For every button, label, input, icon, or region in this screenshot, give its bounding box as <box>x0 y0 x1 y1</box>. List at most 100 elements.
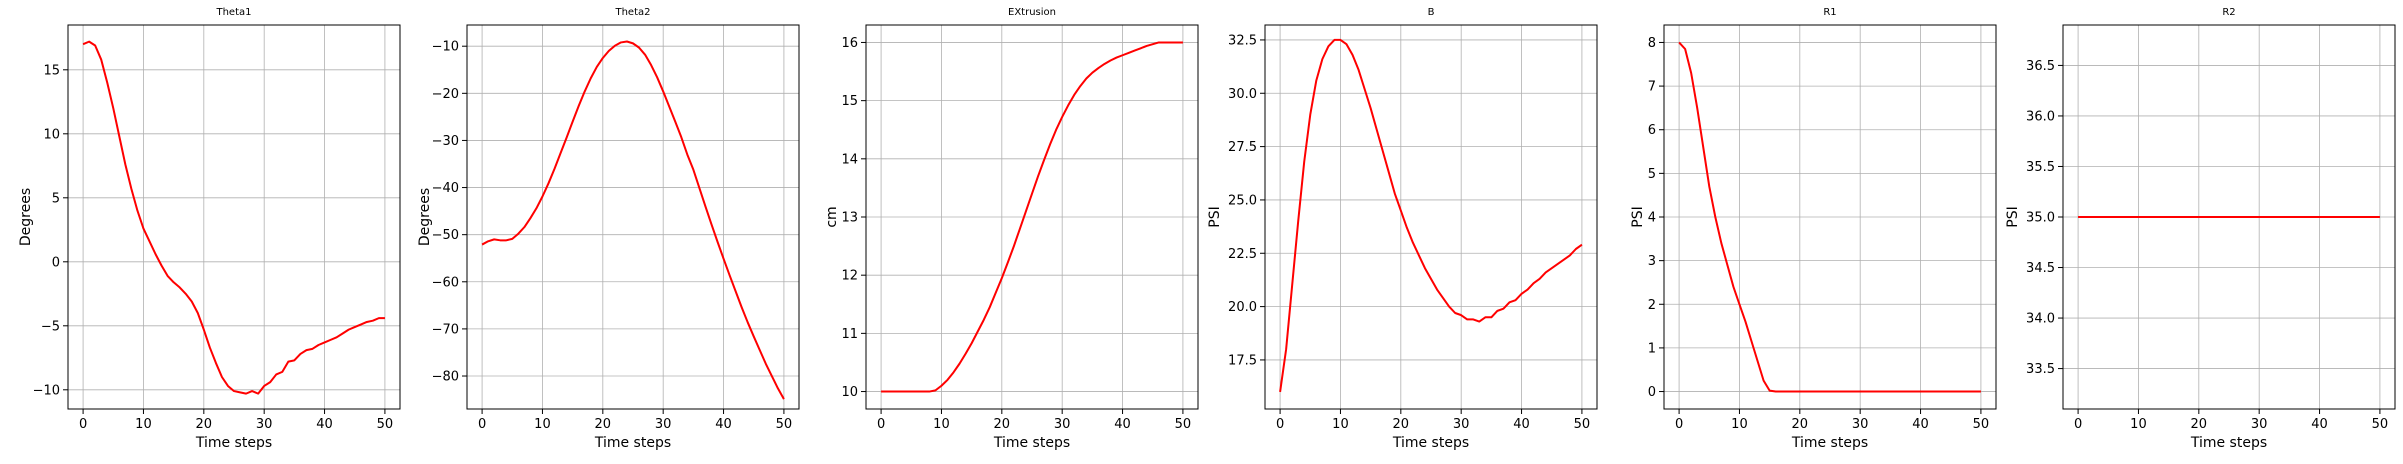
x-axis-label: Time steps <box>2190 435 2267 451</box>
panel-5: 0 10 20 30 40 50 0 1 2 3 4 5 6 7 8 R1 Time steps PSI <box>1630 7 1997 451</box>
y-tick-label: 16 <box>841 36 858 51</box>
y-tick-label: 14 <box>841 152 858 167</box>
y-tick-label: −70 <box>432 322 459 337</box>
y-tick-label: 17.5 <box>1228 353 1257 368</box>
y-axis-label: Degrees <box>18 188 34 246</box>
x-tick-label: 40 <box>1513 417 1530 432</box>
x-tick-label: 20 <box>196 417 213 432</box>
x-tick-label: 20 <box>2191 417 2208 432</box>
x-axis-label: Time steps <box>993 435 1070 451</box>
y-tick-label: −10 <box>432 40 459 55</box>
y-tick-label: 0 <box>1648 385 1656 400</box>
y-tick-label: −10 <box>33 383 60 398</box>
y-tick-label: 36.5 <box>2026 59 2055 74</box>
x-tick-label: 30 <box>1054 417 1071 432</box>
x-tick-label: 20 <box>994 417 1011 432</box>
x-tick-label: 20 <box>1393 417 1410 432</box>
series-line <box>1279 38 1583 393</box>
x-tick-label: 30 <box>655 417 672 432</box>
x-tick-label: 30 <box>1852 417 1869 432</box>
x-tick-label: 40 <box>1114 417 1131 432</box>
y-tick-label: 34.0 <box>2026 312 2055 327</box>
x-tick-label: 30 <box>1453 417 1470 432</box>
y-axis-label: PSI <box>1207 206 1223 227</box>
x-tick-label: 40 <box>1912 417 1929 432</box>
y-tick-label: 30.0 <box>1228 87 1257 102</box>
x-tick-label: 20 <box>595 417 612 432</box>
x-tick-label: 0 <box>1276 417 1284 432</box>
panel-3: 0 10 20 30 40 50 10 11 12 13 14 15 16 EXtrusion Time s… <box>824 7 1199 451</box>
x-axis-label: Time steps <box>195 435 272 451</box>
x-tick-label: 30 <box>256 417 273 432</box>
y-axis-label: Degrees <box>417 188 433 246</box>
x-tick-label: 10 <box>2130 417 2147 432</box>
panel-6: 0 10 20 30 40 50 33.5 34.0 34.5 35.0 35.5 36.0 36.5 R… <box>2005 7 2396 451</box>
x-tick-label: 50 <box>2372 417 2389 432</box>
y-tick-label: 35.5 <box>2026 160 2055 175</box>
x-tick-label: 10 <box>1332 417 1349 432</box>
y-tick-label: 10 <box>43 127 60 142</box>
x-tick-label: 10 <box>1731 417 1748 432</box>
y-tick-label: −30 <box>432 134 459 149</box>
chart-title: EXtrusion <box>1008 7 1056 18</box>
y-axis-label: PSI <box>1630 206 1646 227</box>
y-tick-label: 25.0 <box>1228 193 1257 208</box>
chart-title: R1 <box>1823 7 1836 18</box>
x-axis-label: Time steps <box>1392 435 1469 451</box>
y-tick-label: 10 <box>841 385 858 400</box>
y-tick-label: 11 <box>841 327 858 342</box>
y-tick-label: 3 <box>1648 254 1656 269</box>
plot-frame <box>1264 24 1598 410</box>
x-tick-label: 50 <box>377 417 394 432</box>
x-tick-label: 0 <box>1675 417 1683 432</box>
y-tick-label: 34.5 <box>2026 261 2055 276</box>
panel-4: 0 10 20 30 40 50 17.5 20.0 22.5 25.0 27.5 30.0 32.5 B… <box>1207 7 1598 451</box>
y-tick-label: 1 <box>1648 341 1656 356</box>
chart-title: B <box>1428 7 1435 18</box>
y-tick-label: −60 <box>432 275 459 290</box>
y-tick-label: 35.0 <box>2026 211 2055 226</box>
x-tick-label: 50 <box>1175 417 1192 432</box>
y-tick-label: 32.5 <box>1228 33 1257 48</box>
x-axis-label: Time steps <box>594 435 671 451</box>
x-tick-label: 0 <box>877 417 885 432</box>
y-tick-label: 5 <box>52 191 60 206</box>
y-tick-label: 22.5 <box>1228 247 1257 262</box>
x-tick-label: 50 <box>776 417 793 432</box>
series-line <box>881 41 1183 393</box>
y-tick-label: 2 <box>1648 298 1656 313</box>
x-tick-label: 0 <box>2074 417 2082 432</box>
y-tick-label: 6 <box>1648 123 1656 138</box>
x-tick-label: 40 <box>316 417 333 432</box>
y-tick-label: 5 <box>1648 167 1656 182</box>
plot-frame <box>67 24 401 410</box>
y-tick-label: 13 <box>841 211 858 226</box>
y-tick-label: 12 <box>841 269 858 284</box>
x-tick-label: 0 <box>478 417 486 432</box>
x-axis-label: Time steps <box>1791 435 1868 451</box>
x-tick-label: 50 <box>1973 417 1990 432</box>
panel-2: 0 10 20 30 40 50 −80 −70 −60 −50 −40 −30 −20 −10 Theta… <box>417 7 800 451</box>
chart-title: R2 <box>2222 7 2235 18</box>
x-tick-label: 50 <box>1574 417 1591 432</box>
chart-title: Theta2 <box>614 7 650 18</box>
y-tick-label: 4 <box>1648 211 1656 226</box>
y-axis-label: cm <box>824 206 840 227</box>
x-tick-label: 40 <box>715 417 732 432</box>
plot-frame <box>466 24 800 410</box>
y-axis-label: PSI <box>2005 206 2021 227</box>
y-tick-label: 27.5 <box>1228 140 1257 155</box>
y-tick-label: 36.0 <box>2026 109 2055 124</box>
y-tick-label: 15 <box>841 94 858 109</box>
y-tick-label: −80 <box>432 370 459 385</box>
x-tick-label: 10 <box>135 417 152 432</box>
y-tick-label: 8 <box>1648 36 1656 51</box>
x-tick-label: 40 <box>2311 417 2328 432</box>
y-tick-label: −40 <box>432 181 459 196</box>
y-tick-label: −5 <box>41 319 60 334</box>
x-tick-label: 10 <box>933 417 950 432</box>
panel-1: 0 10 20 30 40 50 −10 −5 0 5 10 15 Theta1 Time steps De… <box>18 7 401 451</box>
y-tick-label: −50 <box>432 228 459 243</box>
x-tick-label: 10 <box>534 417 551 432</box>
